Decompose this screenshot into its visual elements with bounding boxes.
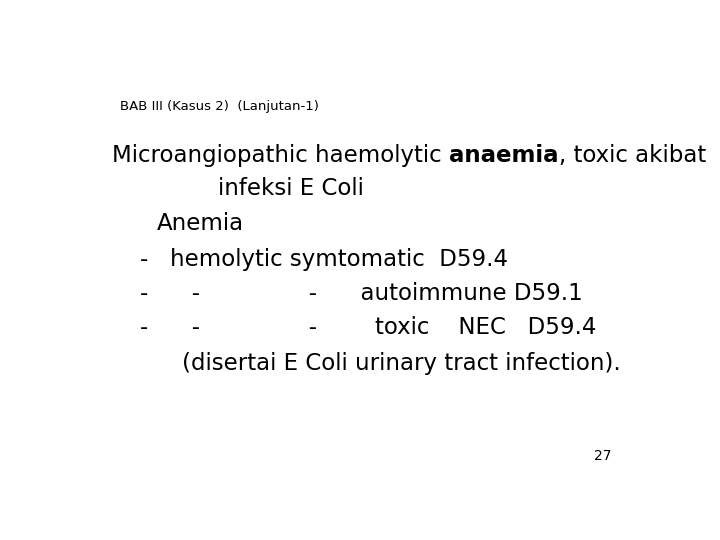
Text: BAB III (Kasus 2)  (Lanjutan-1): BAB III (Kasus 2) (Lanjutan-1) bbox=[120, 100, 319, 113]
Text: -   hemolytic symtomatic  D59.4: - hemolytic symtomatic D59.4 bbox=[140, 248, 508, 271]
Text: anaemia: anaemia bbox=[449, 144, 559, 167]
Text: (disertai E Coli urinary tract infection).: (disertai E Coli urinary tract infection… bbox=[182, 352, 621, 375]
Text: Anemia: Anemia bbox=[157, 212, 244, 235]
Text: -      -               -      autoimmune D59.1: - - - autoimmune D59.1 bbox=[140, 282, 583, 305]
Text: -      -               -        toxic    NEC   D59.4: - - - toxic NEC D59.4 bbox=[140, 316, 597, 339]
Text: 27: 27 bbox=[594, 449, 612, 463]
Text: , toxic akibat: , toxic akibat bbox=[559, 144, 706, 167]
Text: Microangiopathic haemolytic: Microangiopathic haemolytic bbox=[112, 144, 449, 167]
Text: infeksi E Coli: infeksi E Coli bbox=[218, 177, 364, 200]
